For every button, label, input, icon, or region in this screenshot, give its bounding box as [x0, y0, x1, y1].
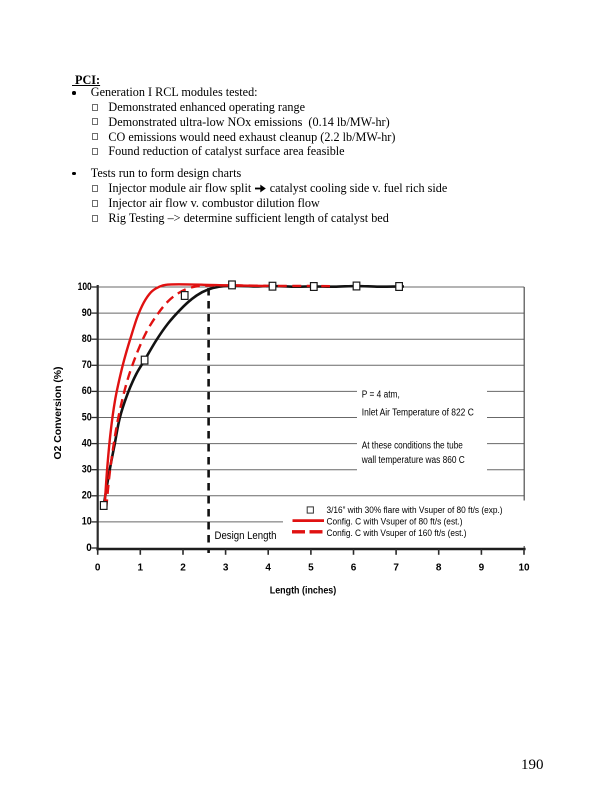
- svg-text:At these conditions the tube: At these conditions the tube: [362, 440, 463, 451]
- svg-text:wall temperature was 860 C: wall temperature was 860 C: [361, 455, 465, 466]
- svg-text:30: 30: [82, 464, 92, 476]
- svg-text:3/16” with 30% flare with Vsup: 3/16” with 30% flare with Vsuper of 80 f…: [327, 505, 503, 515]
- svg-text:7: 7: [393, 563, 399, 574]
- svg-text:1: 1: [138, 563, 144, 574]
- svg-text:Inlet Air Temperature of 822 C: Inlet Air Temperature of 822 C: [362, 407, 474, 418]
- svg-text:0: 0: [95, 563, 101, 574]
- svg-text:5: 5: [308, 563, 314, 574]
- svg-text:2: 2: [180, 563, 186, 574]
- svg-text:100: 100: [78, 281, 92, 293]
- svg-text:O2 Conversion (%): O2 Conversion (%): [53, 367, 64, 460]
- svg-text:Design Length: Design Length: [215, 530, 277, 542]
- svg-text:P = 4 atm,: P = 4 atm,: [362, 389, 400, 400]
- svg-text:Length (inches): Length (inches): [270, 585, 337, 596]
- svg-text:6: 6: [351, 563, 357, 574]
- svg-text:10: 10: [82, 516, 92, 528]
- svg-text:90: 90: [82, 307, 92, 319]
- svg-text:4: 4: [265, 563, 271, 574]
- svg-text:0: 0: [86, 542, 92, 554]
- svg-text:9: 9: [479, 563, 485, 574]
- svg-text:40: 40: [82, 437, 92, 449]
- svg-text:70: 70: [82, 359, 92, 371]
- svg-text:Config. C with Vsuper of 160 f: Config. C with Vsuper of 160 ft/s (est.): [327, 528, 467, 538]
- svg-text:3: 3: [223, 563, 229, 574]
- svg-text:50: 50: [82, 411, 92, 423]
- svg-text:8: 8: [436, 563, 442, 574]
- svg-text:10: 10: [518, 563, 530, 574]
- svg-text:20: 20: [82, 490, 92, 502]
- svg-text:80: 80: [82, 333, 92, 345]
- svg-text:60: 60: [82, 385, 92, 397]
- svg-text:Config. C with Vsuper of 80 ft: Config. C with Vsuper of 80 ft/s (est.): [327, 516, 463, 526]
